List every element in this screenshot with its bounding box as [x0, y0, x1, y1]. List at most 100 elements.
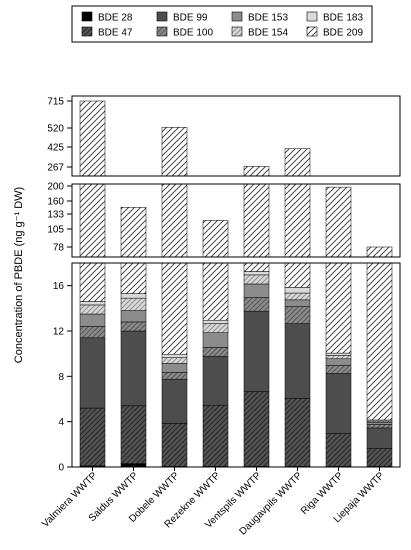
- bar-segment: [120, 405, 147, 464]
- bar-stack: [202, 220, 229, 468]
- bar-segment: [284, 183, 311, 258]
- bar-segment: [120, 297, 147, 311]
- legend-swatch: [156, 11, 168, 22]
- bar-segment: [325, 186, 352, 258]
- bar-segment: [161, 423, 188, 467]
- bar-segment: [366, 246, 393, 258]
- bar-stack: [366, 246, 393, 468]
- bar-segment: [161, 127, 188, 177]
- bar-segment: [79, 262, 106, 302]
- legend-label: BDE 183: [323, 13, 363, 24]
- bar-stack: [243, 166, 270, 468]
- bar-segment: [120, 310, 147, 323]
- bar-segment: [243, 271, 270, 276]
- bar-segment: [243, 166, 270, 177]
- bar-segment: [79, 304, 106, 315]
- legend-label: BDE 209: [323, 28, 363, 39]
- bar-segment: [284, 262, 311, 288]
- legend-swatch: [81, 26, 93, 37]
- bar-segment: [79, 326, 106, 339]
- legend-swatch: [306, 11, 318, 22]
- bar-segment: [120, 321, 147, 332]
- axis-break: [71, 257, 401, 263]
- axis-panel-upper: [71, 95, 401, 177]
- legend-label: BDE 99: [173, 13, 208, 24]
- y-tick-label: 160: [47, 197, 64, 208]
- y-tick-label: 520: [47, 124, 64, 135]
- bar-segment: [243, 310, 270, 392]
- bar-segment: [79, 100, 106, 177]
- bar-segment: [161, 363, 188, 373]
- bar-segment: [284, 148, 311, 177]
- legend-swatch: [231, 11, 243, 22]
- bar-segment: [325, 262, 352, 354]
- bar-segment: [202, 323, 229, 333]
- legend-swatch: [81, 11, 93, 22]
- bar-segment: [284, 292, 311, 301]
- y-tick-label: 16: [53, 281, 65, 292]
- bar-segment: [366, 424, 393, 429]
- bar-segment: [325, 355, 352, 360]
- y-tick-label: 0: [58, 463, 64, 474]
- bar-stack: [284, 148, 311, 468]
- bar-segment: [243, 297, 270, 312]
- legend-label: BDE 154: [248, 28, 288, 39]
- bar-segment: [79, 313, 106, 327]
- y-tick-label: 715: [47, 97, 64, 108]
- legend-swatch: [306, 26, 318, 37]
- bar-segment: [202, 332, 229, 348]
- y-tick-label: 133: [47, 210, 64, 221]
- legend: BDE 28 BDE 99 BDE 153 BDE 183 BDE 47 BDE 100 B…: [71, 5, 373, 43]
- y-axis-label: Concentration of PBDE (ng g⁻¹ DW): [13, 187, 25, 363]
- bar-segment: [202, 347, 229, 357]
- bar-segment: [284, 398, 311, 467]
- y-tick-label: 78: [53, 243, 65, 254]
- bar-segment: [325, 352, 352, 356]
- bar-segment: [325, 365, 352, 374]
- bar-segment: [202, 404, 229, 467]
- axis-break: [71, 176, 401, 184]
- legend-label: BDE 28: [98, 13, 133, 24]
- bar-segment: [120, 293, 147, 299]
- bar-segment: [161, 357, 188, 364]
- bar-segment: [202, 356, 229, 406]
- bar-segment: [284, 299, 311, 307]
- bar-segment: [284, 323, 311, 399]
- legend-swatch: [231, 26, 243, 37]
- bar-segment: [120, 330, 147, 407]
- y-axis-ticks: 0 4 8 12 16 78 105 133 160 200 267 425 520 715: [47, 97, 72, 474]
- y-tick-label: 200: [47, 182, 64, 193]
- bar-segment: [161, 353, 188, 358]
- bar-segment: [161, 378, 188, 424]
- bar-segment: [202, 319, 229, 324]
- y-tick-label: 12: [53, 327, 65, 338]
- bar-segment: [284, 306, 311, 324]
- y-tick-label: 425: [47, 143, 64, 154]
- bar-segment: [120, 463, 147, 468]
- bar-stack: [120, 207, 147, 468]
- bar-segment: [243, 274, 270, 285]
- y-tick-label: 105: [47, 225, 64, 236]
- y-tick-label: 267: [47, 163, 64, 174]
- bar-stack: [79, 100, 106, 468]
- legend-swatch: [156, 26, 168, 37]
- bar-segment: [79, 407, 106, 467]
- bar-segment: [243, 262, 270, 272]
- bar-segment: [161, 372, 188, 380]
- bar-segment: [79, 183, 106, 258]
- y-tick-label: 4: [58, 417, 64, 428]
- legend-box: [71, 5, 373, 43]
- bar-segment: [243, 391, 270, 467]
- bar-stack: [161, 127, 188, 468]
- legend-label: BDE 47: [98, 28, 133, 39]
- axis-breaks: [71, 175, 401, 264]
- bar-segment: [161, 183, 188, 258]
- bar-segment: [202, 220, 229, 258]
- legend-label: BDE 153: [248, 13, 288, 24]
- bar-segment: [325, 358, 352, 366]
- y-tick-label: 8: [58, 372, 64, 383]
- bar-segment: [366, 448, 393, 467]
- bar-segment: [202, 262, 229, 321]
- bar-segment: [325, 373, 352, 434]
